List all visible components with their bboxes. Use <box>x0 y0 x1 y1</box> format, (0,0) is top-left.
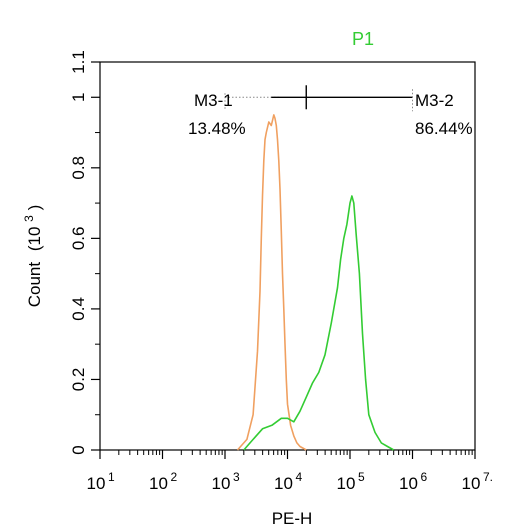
y-axis-unit-exp: 3 <box>22 215 36 222</box>
tick-layer: 10 1 10 2 10 3 10 4 10 5 10 6 10 7.00.20.40.60.811.1 <box>69 50 493 493</box>
marker-m3-2-percent: 86.44% <box>415 119 473 138</box>
y-axis-label-text: Count <box>25 262 44 308</box>
marker-layer: M3-1 13.48% M3-2 86.44% <box>188 85 473 138</box>
y-tick-label-group: 0 <box>69 445 88 454</box>
y-tick-label: 1 <box>69 93 88 102</box>
x-tick-exponent: 6 <box>421 470 428 484</box>
y-tick-label: 0.4 <box>69 297 88 321</box>
svg-text:Count (10 3: Count (10 3 ) <box>18 205 44 308</box>
y-axis-unit-close: ) <box>25 205 44 211</box>
x-tick-label: 10 <box>212 474 231 493</box>
x-tick-exponent: 7. <box>483 470 493 484</box>
x-tick-exponent: 3 <box>233 470 240 484</box>
y-axis-label: Count (10 3 ) <box>18 205 44 308</box>
x-tick-label: 10 <box>274 474 293 493</box>
x-tick-label: 10 <box>149 474 168 493</box>
histogram-series-2 <box>243 195 395 451</box>
y-tick-label: 0.6 <box>69 227 88 251</box>
histogram-series-1 <box>236 114 307 451</box>
y-tick-label: 0.8 <box>69 156 88 180</box>
y-tick-label-group: 0.2 <box>69 368 88 392</box>
x-axis-label: PE-H <box>272 509 313 528</box>
x-tick-exponent: 2 <box>171 470 178 484</box>
y-tick-label: 0 <box>69 445 88 454</box>
x-tick-exponent: 1 <box>108 470 115 484</box>
marker-m3-2-name: M3-2 <box>415 91 454 110</box>
chart-title: P1 <box>352 29 374 49</box>
x-tick-label: 10 <box>462 474 481 493</box>
marker-m3-1-percent: 13.48% <box>188 119 246 138</box>
y-tick-label-group: 0.6 <box>69 227 88 251</box>
y-tick-label: 1.1 <box>69 50 88 74</box>
y-tick-label-group: 0.8 <box>69 156 88 180</box>
x-tick-label: 10 <box>399 474 418 493</box>
x-tick-exponent: 4 <box>296 470 303 484</box>
x-tick-exponent: 5 <box>358 470 365 484</box>
marker-m3-1-name: M3-1 <box>194 91 233 110</box>
y-tick-label: 0.2 <box>69 368 88 392</box>
y-tick-label-group: 1 <box>69 93 88 102</box>
y-tick-label-group: 0.4 <box>69 297 88 321</box>
series-layer <box>236 114 395 451</box>
x-tick-label: 10 <box>337 474 356 493</box>
y-tick-label-group: 1.1 <box>69 50 88 74</box>
y-axis-unit-base: (10 <box>25 227 44 252</box>
x-tick-label: 10 <box>87 474 106 493</box>
